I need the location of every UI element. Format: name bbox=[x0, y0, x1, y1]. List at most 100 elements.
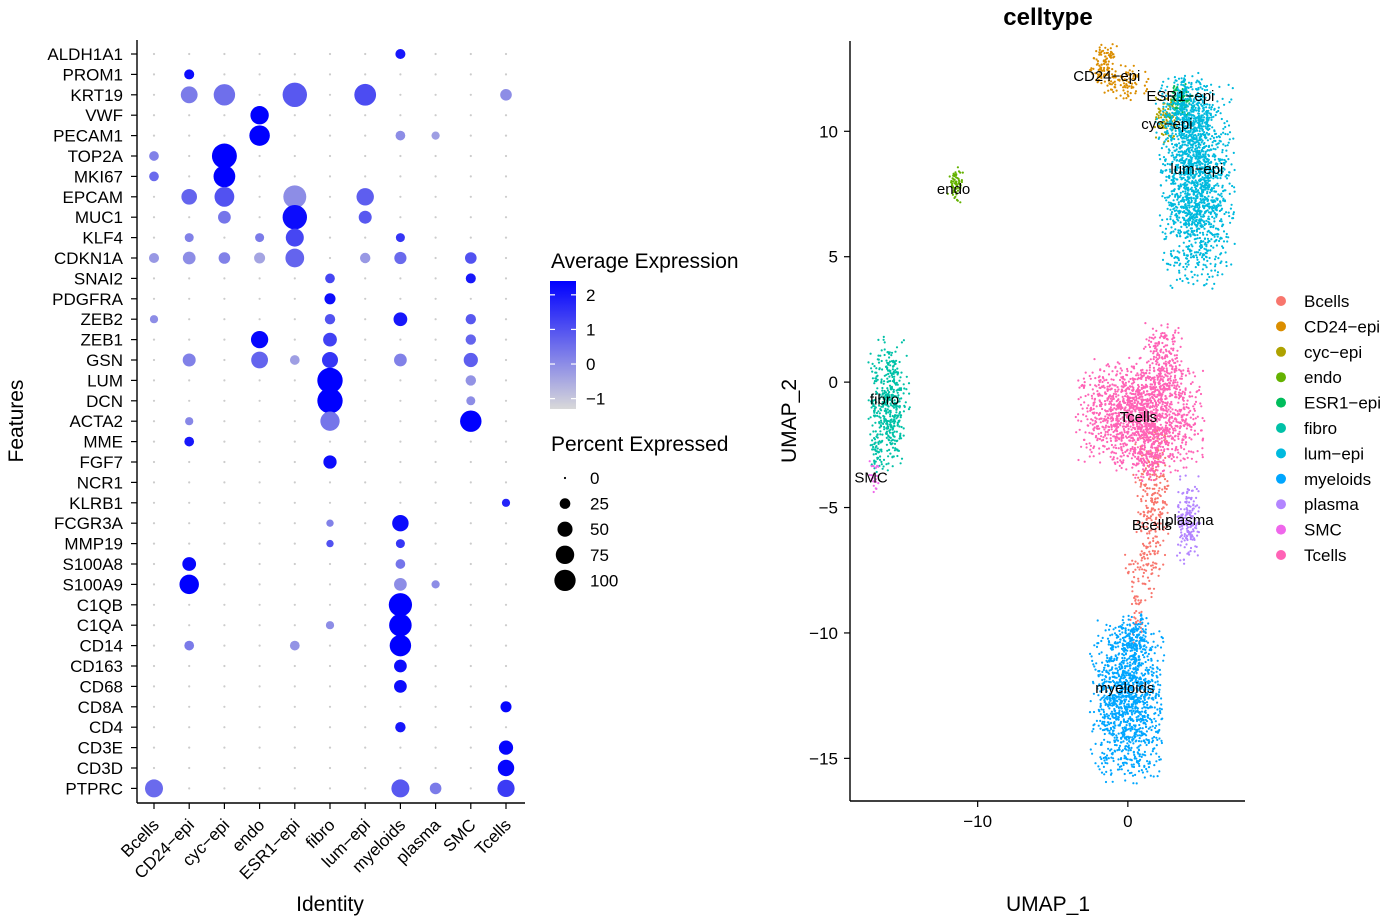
umap-point bbox=[1198, 130, 1201, 133]
umap-point bbox=[889, 421, 892, 424]
dot-background bbox=[364, 460, 367, 464]
umap-point bbox=[1139, 553, 1142, 556]
umap-point bbox=[1127, 669, 1130, 672]
umap-point bbox=[896, 372, 900, 375]
umap-point bbox=[1154, 696, 1157, 700]
umap-point bbox=[1140, 482, 1143, 485]
umap-point bbox=[1128, 747, 1131, 750]
umap-point bbox=[1182, 210, 1185, 213]
umap-point bbox=[1152, 775, 1155, 778]
umap-point bbox=[1095, 719, 1098, 723]
dot-background bbox=[293, 338, 296, 341]
dot-background bbox=[399, 175, 402, 178]
umap-point bbox=[1233, 190, 1236, 193]
umap-point bbox=[1104, 756, 1107, 759]
umap-point bbox=[1105, 754, 1109, 757]
umap-point bbox=[1226, 133, 1229, 136]
umap-point bbox=[1108, 741, 1111, 744]
dot-background bbox=[258, 195, 261, 198]
dot-point bbox=[394, 680, 407, 693]
dot-background bbox=[258, 297, 261, 300]
umap-point bbox=[1178, 229, 1182, 232]
umap-point bbox=[875, 435, 878, 438]
dot-background bbox=[223, 705, 226, 708]
umap-point bbox=[1230, 203, 1233, 206]
umap-point bbox=[1102, 708, 1105, 712]
umap-point bbox=[1142, 739, 1146, 742]
dot-background bbox=[469, 297, 472, 300]
umap-point bbox=[1158, 111, 1161, 114]
umap-point bbox=[879, 455, 882, 458]
umap-point bbox=[1145, 504, 1148, 507]
umap-point bbox=[1195, 213, 1198, 217]
umap-point bbox=[1130, 711, 1133, 714]
umap-point bbox=[1177, 257, 1180, 260]
umap-point bbox=[1146, 770, 1149, 773]
umap-point bbox=[894, 369, 897, 372]
umap-point bbox=[892, 378, 896, 381]
dot-background bbox=[328, 52, 332, 56]
umap-point bbox=[1193, 216, 1196, 219]
umap-point bbox=[1192, 192, 1195, 196]
umap-point bbox=[1137, 580, 1140, 583]
umap-point bbox=[946, 192, 949, 195]
umap-point bbox=[890, 354, 893, 357]
dot-background bbox=[223, 787, 226, 790]
umap-point bbox=[1172, 146, 1175, 149]
umap-point bbox=[1175, 106, 1178, 110]
umap-point bbox=[1207, 188, 1210, 191]
dot-background bbox=[434, 73, 437, 76]
umap-point bbox=[898, 419, 901, 422]
umap-point bbox=[1159, 516, 1162, 519]
dot-background bbox=[504, 175, 508, 178]
umap-point bbox=[1175, 155, 1178, 158]
umap-point bbox=[875, 371, 878, 374]
umap-point bbox=[1137, 655, 1140, 658]
umap-point bbox=[893, 430, 896, 433]
umap-point bbox=[1204, 204, 1207, 207]
dot-point bbox=[394, 578, 407, 591]
umap-point bbox=[902, 392, 905, 395]
umap-point bbox=[1213, 158, 1217, 161]
umap-point bbox=[1192, 283, 1195, 286]
umap-point bbox=[1104, 629, 1107, 632]
umap-point bbox=[900, 341, 904, 344]
umap-point bbox=[880, 378, 883, 381]
umap-point bbox=[1103, 80, 1106, 83]
umap-point bbox=[899, 432, 902, 435]
umap-point bbox=[1161, 195, 1164, 198]
umap-point bbox=[1191, 205, 1194, 208]
feature-label: NCR1 bbox=[77, 473, 123, 492]
umap-point bbox=[1224, 251, 1227, 254]
umap-point bbox=[1199, 246, 1202, 250]
dot-background bbox=[152, 542, 156, 545]
umap-point bbox=[888, 375, 891, 378]
umap-point bbox=[1208, 256, 1211, 260]
umap-point bbox=[888, 429, 891, 432]
umap-point bbox=[1196, 237, 1199, 240]
dot-background bbox=[364, 338, 367, 341]
umap-point bbox=[1116, 749, 1119, 752]
umap-point bbox=[1222, 230, 1226, 233]
dot-background bbox=[258, 440, 261, 443]
dot-point bbox=[431, 580, 440, 589]
umap-point bbox=[1185, 157, 1188, 161]
umap-point bbox=[898, 387, 901, 390]
umap-point bbox=[1198, 146, 1201, 149]
dot-background bbox=[328, 787, 332, 790]
dot-background bbox=[504, 154, 508, 158]
umap-point bbox=[1207, 133, 1210, 136]
umap-point bbox=[1124, 65, 1127, 68]
umap-point bbox=[1150, 595, 1153, 599]
umap-point bbox=[1204, 251, 1207, 255]
umap-point bbox=[1197, 222, 1200, 225]
umap-point bbox=[1159, 224, 1162, 227]
umap-point bbox=[1175, 111, 1178, 115]
umap-point bbox=[1214, 263, 1217, 266]
umap-point bbox=[1091, 659, 1094, 663]
umap-point bbox=[1211, 275, 1214, 278]
colorbar-tick-label: 0 bbox=[586, 355, 595, 374]
umap-point bbox=[1159, 684, 1162, 687]
umap-point bbox=[1220, 218, 1223, 221]
umap-point bbox=[888, 384, 892, 387]
